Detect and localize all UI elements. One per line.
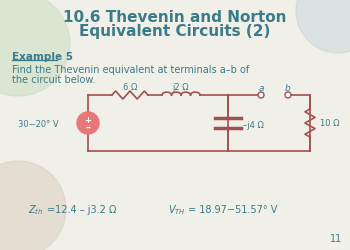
Text: b: b — [285, 84, 291, 93]
Circle shape — [258, 93, 264, 98]
Text: 11: 11 — [330, 233, 342, 243]
Text: +: + — [84, 116, 91, 125]
Text: –: – — [85, 122, 90, 132]
Text: =12.4 – j3.2 Ω: =12.4 – j3.2 Ω — [47, 204, 116, 214]
Circle shape — [0, 161, 66, 250]
Text: $Z_{th}$: $Z_{th}$ — [28, 202, 43, 216]
Text: 30−20° V: 30−20° V — [18, 120, 58, 129]
Text: = 18.97−51.57° V: = 18.97−51.57° V — [188, 204, 277, 214]
Text: $V_{TH}$: $V_{TH}$ — [168, 202, 186, 216]
Text: 6 Ω: 6 Ω — [123, 83, 137, 92]
Circle shape — [77, 112, 99, 134]
Circle shape — [296, 0, 350, 54]
Text: –j4 Ω: –j4 Ω — [243, 121, 264, 130]
Text: j2 Ω: j2 Ω — [173, 83, 189, 92]
Text: Find the Thevenin equivalent at terminals a–b of: Find the Thevenin equivalent at terminal… — [12, 65, 249, 75]
Text: a: a — [258, 84, 264, 93]
Circle shape — [0, 0, 70, 96]
Circle shape — [285, 93, 291, 98]
Text: the circuit below.: the circuit below. — [12, 75, 96, 85]
Text: Example 5: Example 5 — [12, 52, 73, 62]
Text: 10.6 Thevenin and Norton: 10.6 Thevenin and Norton — [63, 10, 287, 25]
Text: Equivalent Circuits (2): Equivalent Circuits (2) — [79, 24, 271, 39]
Text: 10 Ω: 10 Ω — [320, 119, 340, 128]
